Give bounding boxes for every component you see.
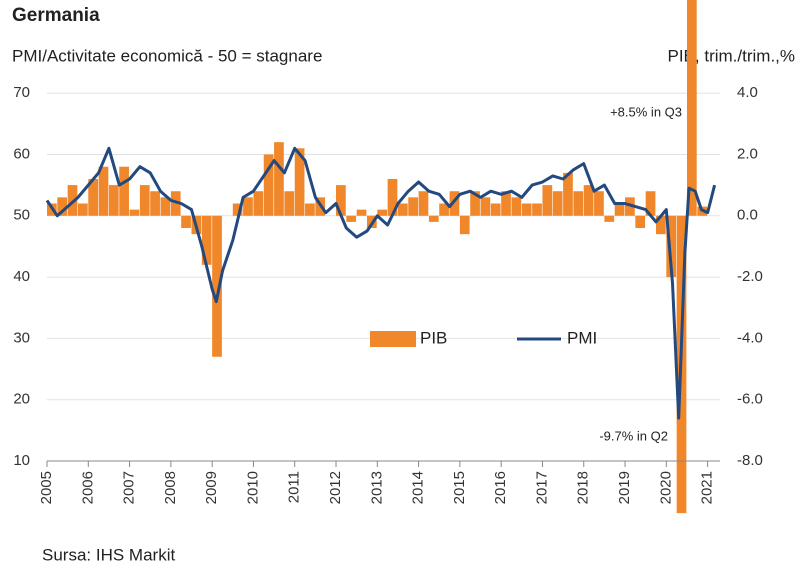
bar	[336, 185, 346, 216]
annotation: +8.5% in Q3	[610, 104, 682, 119]
bar	[139, 185, 150, 216]
bar	[542, 185, 553, 216]
bar	[511, 197, 522, 216]
bar	[294, 148, 305, 216]
bar	[88, 178, 99, 216]
bar	[253, 191, 264, 216]
y2-tick-label: 4.0	[737, 84, 758, 101]
bar	[418, 191, 429, 216]
bar	[356, 209, 367, 216]
bar	[666, 215, 677, 278]
x-tick-label: 2006	[79, 471, 96, 504]
x-tick-label: 2017	[533, 471, 550, 504]
bar	[583, 185, 594, 216]
x-tick-label: 2007	[121, 471, 138, 504]
y-tick-label: 40	[13, 268, 30, 285]
y-tick-label: 10	[13, 452, 30, 469]
bar	[397, 203, 408, 216]
x-tick-label: 2009	[203, 471, 220, 504]
bar	[563, 172, 573, 216]
x-tick-label: 2013	[368, 471, 385, 504]
bar	[686, 0, 697, 216]
y-tick-label: 50	[13, 207, 30, 224]
bar	[521, 203, 532, 216]
bar	[119, 166, 129, 216]
x-tick-label: 2014	[410, 471, 427, 504]
y2-tick-label: -4.0	[737, 329, 763, 346]
line	[45, 146, 717, 420]
legend-swatch	[370, 331, 416, 347]
bar	[232, 203, 243, 216]
bar	[274, 142, 284, 216]
x-tick-label: 2016	[492, 471, 509, 504]
bar	[501, 191, 511, 216]
bar	[480, 197, 491, 216]
bar	[305, 203, 315, 216]
bar	[201, 215, 212, 265]
x-tick-label: 2012	[327, 471, 344, 504]
bar	[439, 203, 449, 216]
bar	[346, 215, 357, 222]
bar	[573, 191, 584, 216]
x-tick-label: 2008	[162, 471, 179, 504]
x-tick-label: 2010	[244, 471, 261, 504]
bar	[387, 178, 398, 216]
bar	[170, 191, 181, 216]
bar	[645, 191, 656, 216]
bar	[614, 203, 625, 216]
bar	[377, 209, 388, 216]
y-tick-label: 30	[13, 329, 30, 346]
bar	[160, 197, 171, 216]
bar	[470, 191, 480, 216]
bar	[129, 209, 140, 216]
annotation: -9.7% in Q2	[599, 428, 668, 443]
y-tick-label: 20	[13, 391, 30, 408]
x-tick-label: 2020	[657, 471, 674, 504]
bar	[532, 203, 542, 216]
y2-axis-title: PIB, trim./trim.,%	[668, 46, 796, 65]
bar	[57, 197, 68, 216]
x-tick-label: 2015	[451, 471, 468, 504]
x-tick-label: 2021	[699, 471, 716, 504]
bar	[243, 197, 253, 216]
x-tick-label: 2005	[38, 471, 55, 504]
bar	[408, 197, 418, 216]
bar	[656, 215, 666, 235]
y2-tick-label: -6.0	[737, 391, 763, 408]
bar	[284, 191, 295, 216]
x-tick-label: 2011	[286, 471, 303, 503]
y2-tick-label: -8.0	[737, 452, 763, 469]
bar	[150, 191, 160, 216]
x-tick-label: 2018	[575, 471, 592, 504]
bar	[625, 197, 635, 216]
bar	[635, 215, 646, 229]
bar	[263, 154, 274, 216]
bar	[594, 191, 604, 216]
y2-tick-label: 2.0	[737, 145, 758, 162]
y-tick-label: 60	[13, 145, 30, 162]
legend-label: PMI	[567, 328, 597, 347]
x-tick-label: 2019	[616, 471, 633, 504]
bar	[98, 166, 109, 216]
bar	[77, 203, 88, 216]
chart-title: Germania	[12, 5, 100, 26]
bar	[490, 203, 501, 216]
bar	[604, 215, 615, 222]
bar	[428, 215, 439, 222]
y-axis-title: PMI/Activitate economică - 50 = stagnare	[12, 46, 322, 65]
y-tick-label: 70	[13, 84, 30, 101]
bar	[459, 215, 470, 235]
bar	[212, 215, 222, 357]
bar	[108, 185, 119, 216]
legend-label: PIB	[420, 328, 447, 347]
bar	[449, 191, 460, 216]
source: Sursa: IHS Markit	[42, 545, 175, 564]
y2-tick-label: -2.0	[737, 268, 763, 285]
bar	[181, 215, 191, 229]
y2-tick-label: 0.0	[737, 207, 758, 224]
bar	[552, 191, 563, 216]
